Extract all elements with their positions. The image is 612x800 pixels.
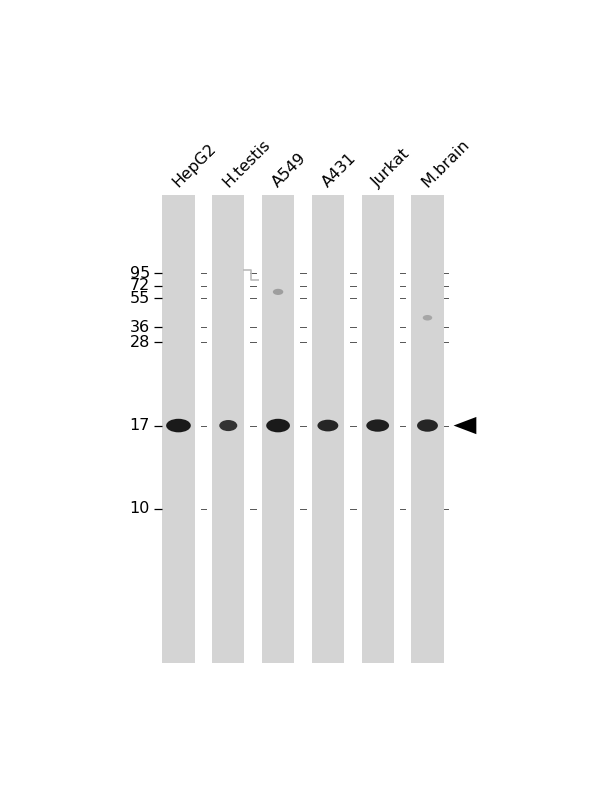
Ellipse shape [423, 315, 432, 321]
Text: A431: A431 [319, 150, 359, 190]
Ellipse shape [266, 418, 290, 432]
Text: 28: 28 [130, 335, 150, 350]
Bar [212, 194, 244, 662]
Text: H.testis: H.testis [220, 136, 274, 190]
Text: 36: 36 [130, 319, 150, 334]
Ellipse shape [219, 420, 237, 431]
Ellipse shape [367, 419, 389, 432]
Ellipse shape [166, 418, 191, 432]
Bar [411, 194, 444, 662]
Text: Jurkat: Jurkat [370, 146, 413, 190]
Bar [312, 194, 344, 662]
Text: 17: 17 [130, 418, 150, 433]
Ellipse shape [273, 289, 283, 295]
Text: M.brain: M.brain [419, 136, 472, 190]
Text: 72: 72 [130, 278, 150, 294]
Ellipse shape [417, 419, 438, 432]
Bar [162, 194, 195, 662]
Ellipse shape [318, 420, 338, 431]
Text: HepG2: HepG2 [170, 140, 220, 190]
Text: A549: A549 [270, 150, 310, 190]
Bar [262, 194, 294, 662]
Text: 95: 95 [130, 266, 150, 281]
Bar [362, 194, 394, 662]
Polygon shape [453, 417, 476, 434]
Text: 55: 55 [130, 290, 150, 306]
Text: 10: 10 [130, 502, 150, 516]
